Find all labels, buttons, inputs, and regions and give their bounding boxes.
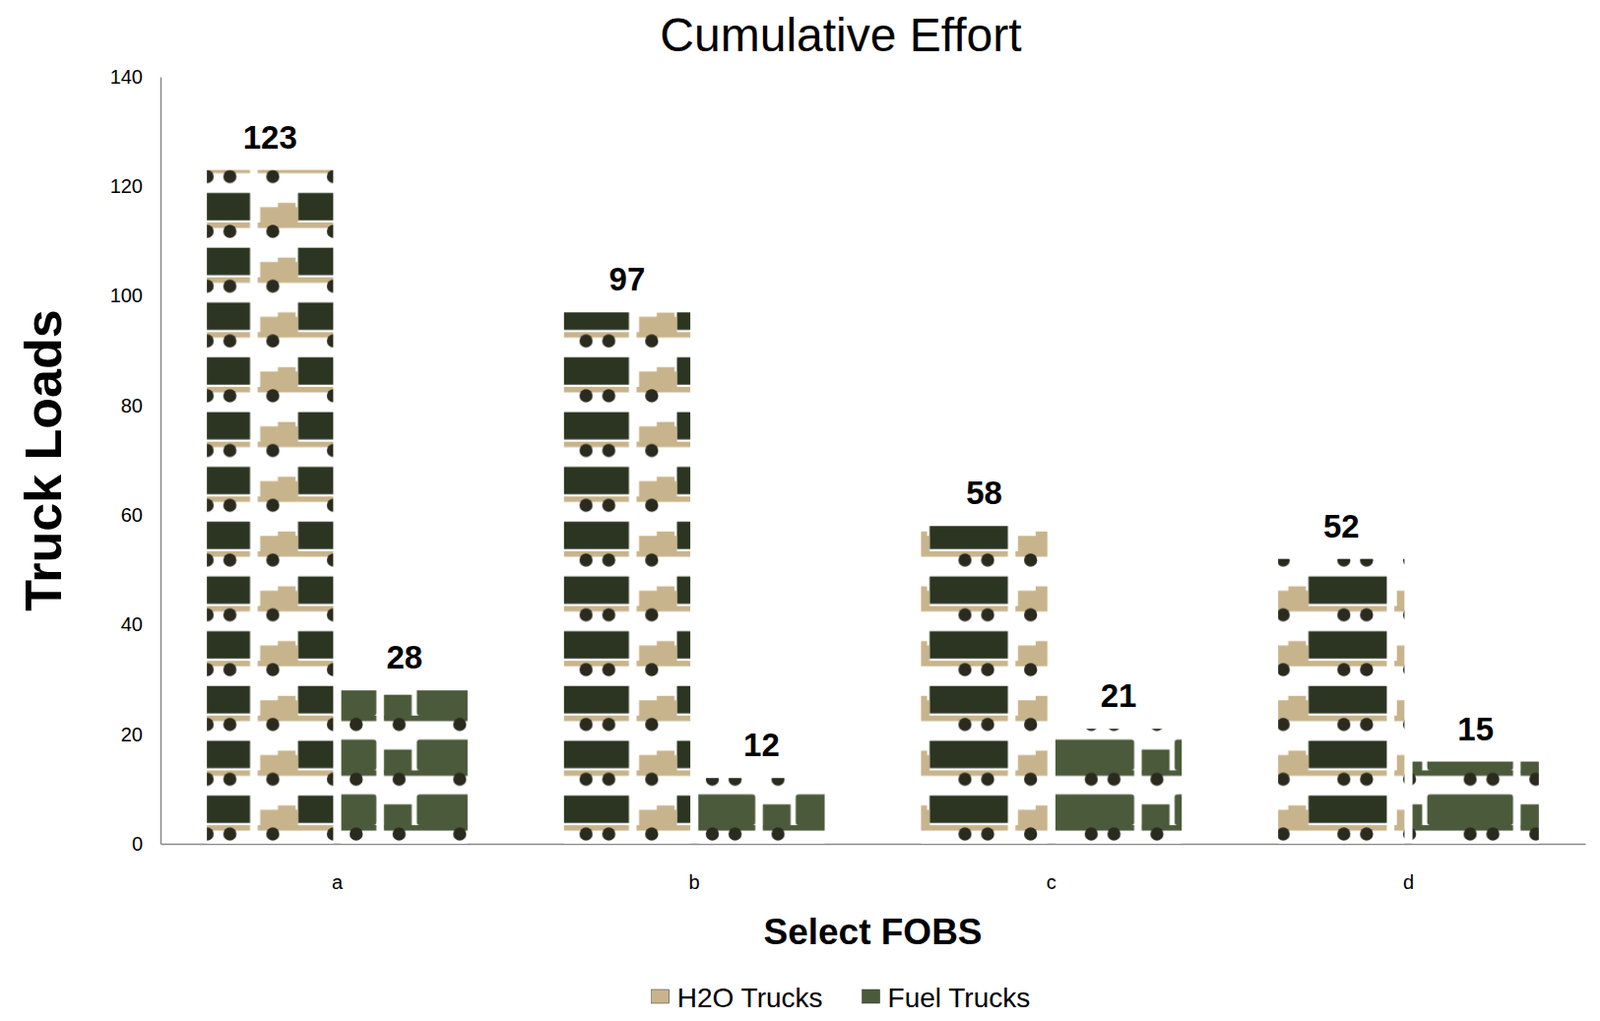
y-tick-label: 0 [131, 832, 143, 855]
y-tick: 140 [110, 65, 161, 88]
data-label: 12 [743, 726, 780, 764]
x-tick: a [331, 843, 344, 894]
data-label: 52 [1323, 508, 1360, 545]
data-label: 15 [1457, 710, 1494, 748]
bar [1278, 559, 1405, 844]
y-tick: 80 [121, 394, 161, 417]
data-label: 21 [1100, 677, 1138, 714]
y-tick-label: 120 [110, 175, 143, 197]
y-tick-label: 140 [110, 65, 143, 88]
legend-label: Fuel Trucks [888, 982, 1031, 1014]
y-tick-label: 60 [121, 504, 143, 526]
data-labels: 123 97 58 52 28 12 21 15 [243, 119, 1494, 765]
legend-item: Fuel Trucks [862, 982, 1031, 1014]
x-tick-label: c [1046, 871, 1057, 894]
bar [564, 312, 691, 844]
y-tick: 120 [110, 175, 161, 197]
bar [206, 170, 333, 844]
bar [920, 525, 1047, 844]
x-axis: a b c d [161, 843, 1587, 894]
bar [1412, 762, 1539, 844]
y-axis: 0 20 40 60 80 100 120 140 [110, 65, 162, 855]
y-tick: 20 [121, 723, 161, 746]
y-tick: 0 [131, 832, 161, 855]
x-tick-label: b [689, 871, 701, 894]
x-tick-label: d [1403, 871, 1414, 894]
y-tick-label: 100 [110, 284, 143, 307]
chart: Cumulative Effort 0 20 40 60 80 100 120 140 a b c d S… [0, 0, 1600, 1021]
y-tick-label: 20 [121, 723, 143, 746]
y-tick: 60 [121, 504, 161, 526]
legend-swatch [651, 989, 670, 1004]
legend-swatch [862, 989, 881, 1004]
data-label: 58 [965, 474, 1003, 512]
y-tick: 100 [110, 284, 161, 307]
legend: H2O Trucks Fuel Trucks [651, 982, 1031, 1014]
data-label: 123 [243, 119, 298, 156]
x-tick: c [1046, 843, 1057, 894]
title: Cumulative Effort [659, 8, 1022, 62]
data-label: 97 [609, 260, 646, 298]
y-axis-title: Truck Loads [14, 309, 72, 611]
legend-item: H2O Trucks [651, 982, 824, 1014]
bar [341, 690, 468, 844]
y-tick: 40 [121, 613, 161, 636]
x-tick-label: a [331, 871, 344, 894]
y-tick-label: 40 [121, 613, 143, 636]
bars [206, 170, 1539, 844]
y-tick-label: 80 [121, 394, 143, 417]
x-tick: b [689, 843, 701, 894]
bar [1055, 728, 1182, 844]
x-axis-title: Select FOBS [763, 911, 982, 953]
bar [698, 777, 825, 844]
legend-label: H2O Trucks [677, 982, 824, 1014]
y-axis-line [160, 77, 163, 845]
x-tick: d [1403, 843, 1414, 894]
data-label: 28 [385, 639, 423, 676]
